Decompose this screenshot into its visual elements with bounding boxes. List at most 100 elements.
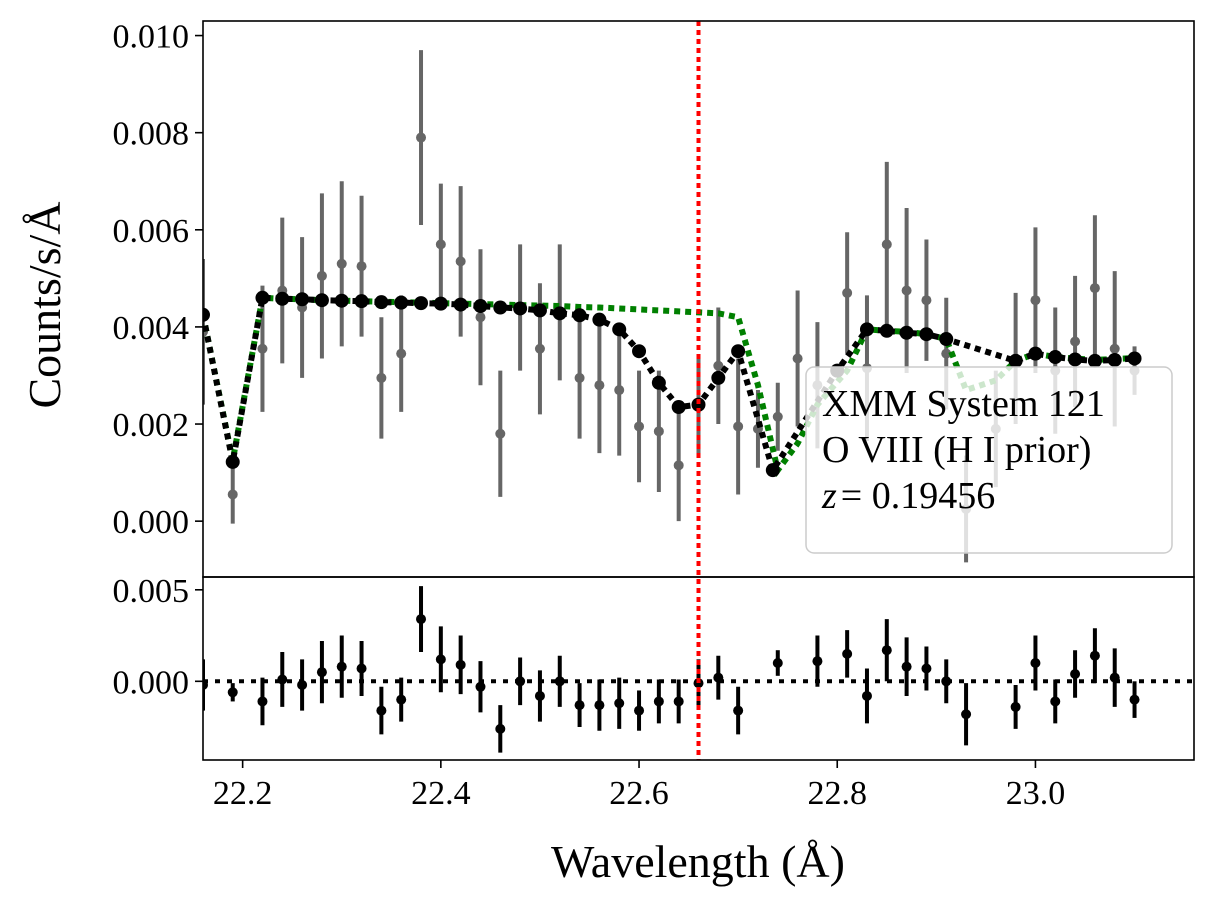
residual-point (673, 696, 684, 707)
top-y-ticks: 0.000 0.002 0.004 0.006 0.008 0.010 (113, 19, 203, 541)
model-point (275, 291, 290, 306)
data-point (713, 360, 724, 371)
model-point (1048, 350, 1063, 365)
data-point (842, 287, 853, 298)
model-point (939, 332, 954, 347)
residual-point (901, 661, 912, 672)
data-point (316, 270, 327, 281)
model-point (414, 296, 429, 311)
data-point (673, 460, 684, 471)
top-y-tick-label: 0.008 (113, 116, 190, 153)
model-point (433, 296, 448, 311)
residual-point (1010, 701, 1021, 712)
model-point (572, 308, 587, 323)
legend-line-2: O VIII (H I prior) (822, 429, 1091, 471)
data-point (941, 348, 952, 359)
x-tick-label: 23.0 (1006, 775, 1066, 812)
data-point (653, 426, 664, 437)
data-point (475, 312, 486, 323)
residual-point (1089, 650, 1100, 661)
bottom-y-tick-label: 0.005 (113, 573, 190, 610)
data-point (792, 353, 803, 364)
residual-point (396, 694, 407, 705)
residual-point (653, 696, 664, 707)
model-point (1028, 346, 1043, 361)
residual-point (495, 723, 506, 734)
model-point (295, 292, 310, 307)
residual-point (921, 663, 932, 674)
residual-point (1050, 696, 1061, 707)
model-point (651, 375, 666, 390)
data-point (574, 372, 585, 383)
top-y-tick-label: 0.002 (113, 407, 190, 444)
x-tick-label: 22.4 (411, 775, 471, 812)
data-point (1070, 336, 1081, 347)
model-point (711, 370, 726, 385)
data-point (534, 343, 545, 354)
data-point (1109, 343, 1120, 354)
model-point (592, 312, 607, 327)
residual-point (554, 676, 565, 687)
residual-point (842, 648, 853, 659)
residual-point (534, 690, 545, 701)
model-point (879, 323, 894, 338)
data-point (901, 285, 912, 296)
residual-point (733, 705, 744, 716)
residual-point (812, 656, 823, 667)
data-point (455, 256, 466, 267)
residual-point (713, 672, 724, 683)
model-point (632, 344, 647, 359)
data-point (435, 239, 446, 250)
top-y-tick-label: 0.000 (113, 504, 190, 541)
model-point (493, 300, 508, 315)
model-point (453, 297, 468, 312)
residual-point (336, 661, 347, 672)
data-point (921, 295, 932, 306)
data-point (634, 421, 645, 432)
residual-point (277, 674, 288, 685)
residual-point (356, 663, 367, 674)
model-point (1008, 353, 1023, 368)
x-ticks: 22.2 22.4 22.6 22.8 23.0 (213, 760, 1065, 812)
legend-line-3: z = 0.19456 (821, 475, 995, 517)
model-point (899, 325, 914, 340)
top-y-tick-label: 0.004 (113, 310, 190, 347)
residual-point (257, 696, 268, 707)
residual-point (435, 654, 446, 665)
model-point (225, 454, 240, 469)
model-point (394, 295, 409, 310)
residual-point (881, 645, 892, 656)
legend-z-value: = 0.19456 (841, 475, 995, 517)
residual-point (297, 679, 308, 690)
model-point (1127, 351, 1142, 366)
x-tick-label: 22.2 (213, 775, 273, 812)
model-point (1068, 352, 1083, 367)
residual-point (941, 676, 952, 687)
model-point (859, 322, 874, 337)
model-point (354, 294, 369, 309)
data-point (594, 380, 605, 391)
model-point (473, 299, 488, 314)
x-axis-title: Wavelength (Å) (551, 836, 845, 887)
data-point (772, 411, 783, 422)
model-point (203, 307, 210, 322)
data-point (495, 428, 506, 439)
model-point (671, 400, 686, 415)
residual-point (861, 690, 872, 701)
residual-point (416, 614, 427, 625)
residual-point (693, 678, 704, 689)
data-point (227, 489, 238, 500)
data-point (416, 132, 427, 143)
model-point (731, 344, 746, 359)
residual-point (316, 667, 327, 678)
residual-point (203, 679, 208, 690)
residual-point (475, 681, 486, 692)
top-y-tick-label: 0.010 (113, 19, 190, 56)
residual-point (1109, 672, 1120, 683)
data-point (376, 372, 387, 383)
data-point (614, 385, 625, 396)
model-point (334, 293, 349, 308)
residual-point (227, 687, 238, 698)
